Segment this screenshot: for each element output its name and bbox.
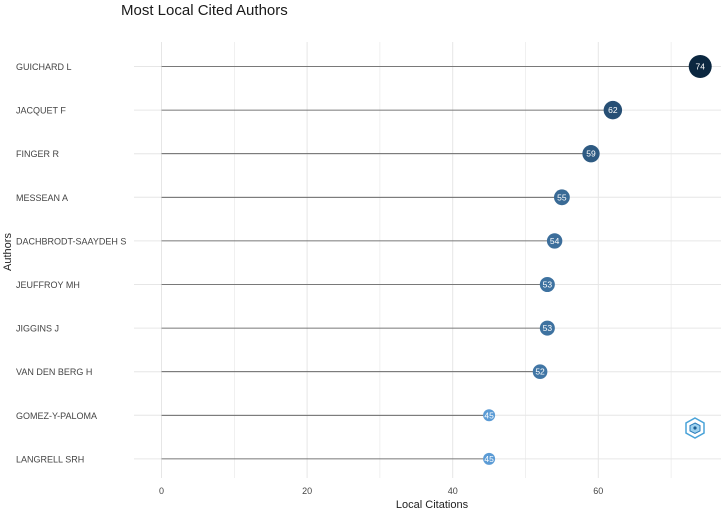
y-tick-label: JACQUET F [16, 106, 66, 116]
y-tick-label: JIGGINS J [16, 324, 59, 334]
grid [134, 42, 721, 478]
data-point [603, 100, 623, 120]
data-point [546, 233, 563, 249]
y-tick-label: GOMEZ-Y-PALOMA [16, 411, 97, 421]
data-label: 53 [543, 323, 553, 333]
data-label: 45 [484, 410, 494, 420]
data-label: 55 [557, 192, 567, 202]
x-tick-label: 20 [302, 486, 312, 496]
x-tick-labels: 0 20 40 60 [159, 486, 603, 496]
y-tick-label: MESSEAN A [16, 193, 68, 203]
data-point [483, 452, 496, 465]
points: 74 62 59 55 54 53 53 52 45 45 [483, 55, 712, 465]
stems [161, 66, 701, 460]
data-label: 59 [586, 149, 596, 159]
data-point [539, 320, 555, 336]
data-point [582, 145, 600, 163]
y-axis-label: Authors [2, 233, 14, 271]
bibliometrix-logo-icon [685, 417, 705, 439]
y-tick-label: DACHBRODT-SAAYDEH S [16, 236, 126, 246]
y-tick-labels: GUICHARD L JACQUET F FINGER R MESSEAN A DACH… [16, 62, 126, 464]
data-point [688, 55, 712, 78]
data-label: 52 [535, 367, 545, 377]
x-tick-label: 0 [159, 486, 164, 496]
y-tick-label: JEUFFROY MH [16, 280, 80, 290]
data-label: 45 [484, 454, 494, 464]
y-tick-label: FINGER R [16, 149, 60, 159]
data-point [554, 189, 570, 206]
data-point [539, 276, 555, 293]
y-tick-label: LANGRELL SRH [16, 454, 84, 464]
data-point [483, 409, 496, 422]
chart-title: Most Local Cited Authors [121, 2, 288, 19]
y-tick-label: GUICHARD L [16, 62, 72, 72]
x-tick-label: 60 [593, 486, 603, 496]
data-label: 74 [695, 62, 705, 72]
data-label: 53 [543, 280, 553, 290]
data-label: 54 [550, 236, 560, 246]
x-tick-label: 40 [448, 486, 458, 496]
data-point [532, 364, 548, 380]
y-tick-label: VAN DEN BERG H [16, 367, 92, 377]
x-axis-label: Local Citations [396, 499, 469, 511]
data-label: 62 [608, 105, 618, 115]
